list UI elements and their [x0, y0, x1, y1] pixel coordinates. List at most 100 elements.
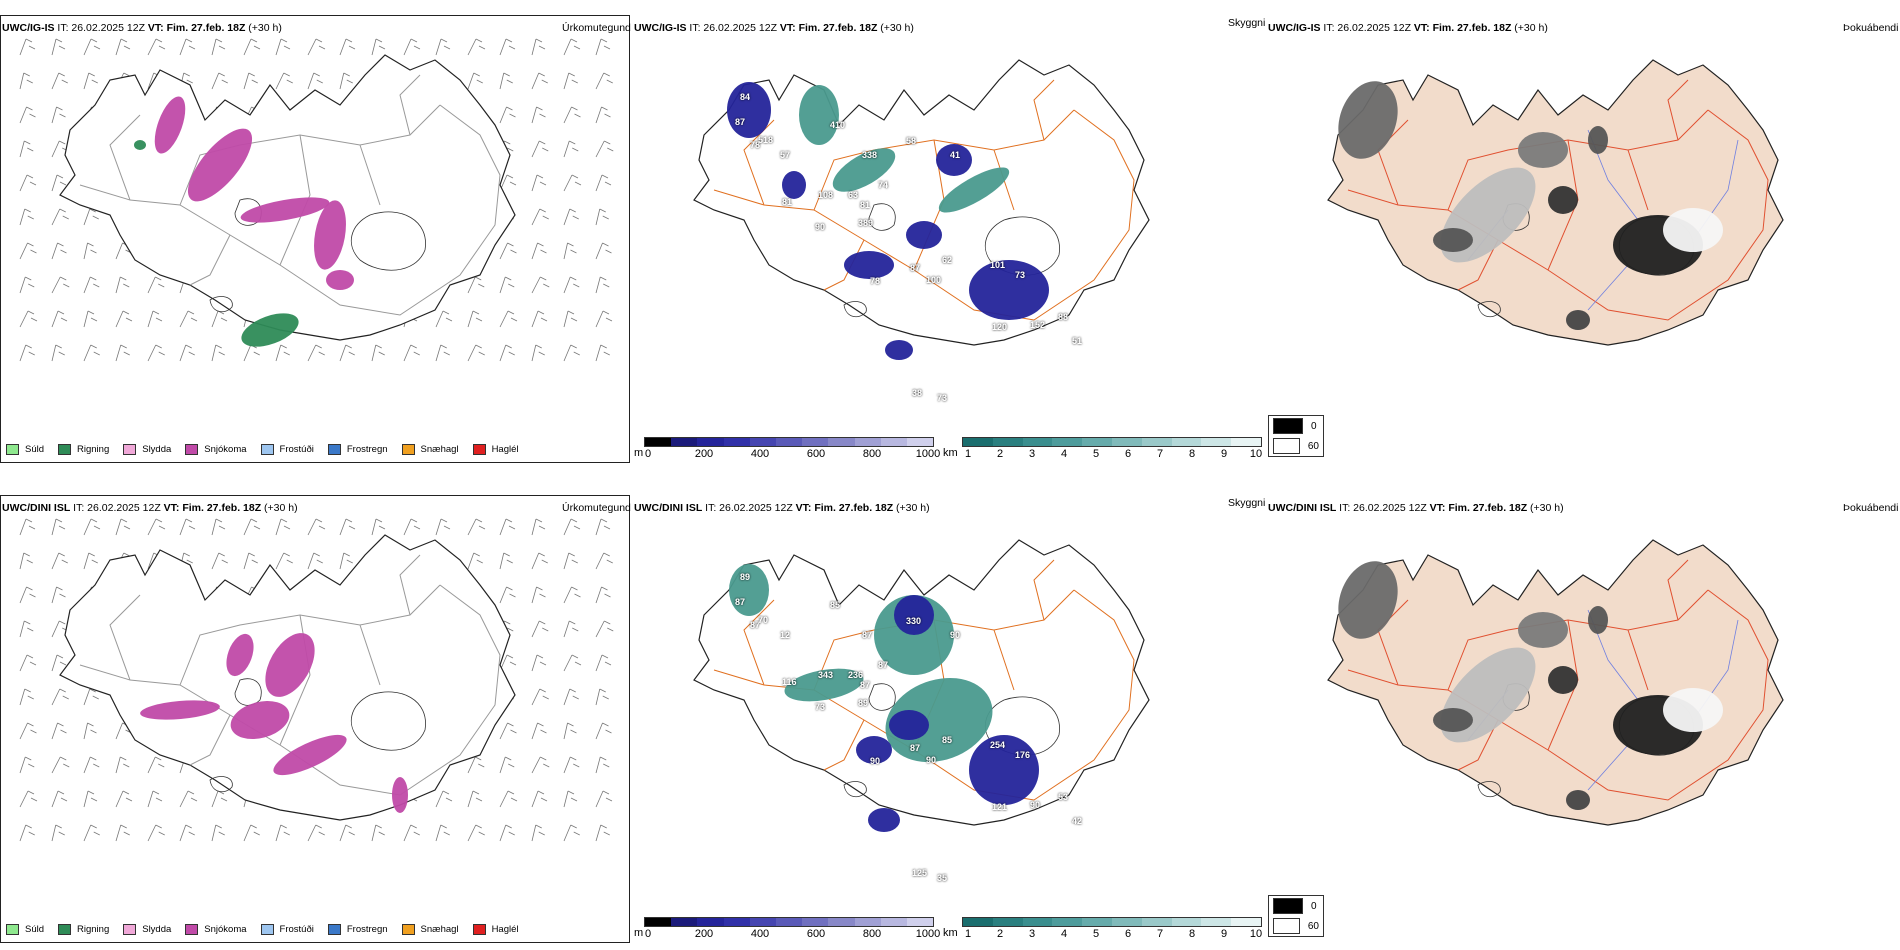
precip-legend-item: Snjókoma: [185, 444, 247, 455]
colorbar-cell: [697, 918, 724, 926]
colorbar-cell: [992, 438, 1023, 446]
road: [189, 234, 231, 286]
river: [1587, 744, 1629, 791]
colorbar-cell: [1171, 438, 1202, 446]
iceland-map: [693, 539, 1150, 832]
legend-swatch: [58, 444, 72, 455]
fog-index-area: [1433, 228, 1473, 252]
colorbar-cell: [671, 918, 698, 926]
wind-barb: [339, 518, 356, 536]
wind-barb: [467, 824, 485, 842]
wind-barb: [563, 310, 578, 328]
colorbar-tick: 600: [806, 928, 826, 940]
wind-barb: [531, 790, 548, 808]
wind-barb: [531, 722, 547, 740]
wind-barb: [595, 174, 612, 192]
wind-barb: [83, 722, 97, 740]
wind-barb: [19, 208, 34, 226]
cloud-base-value: 87: [735, 117, 746, 127]
wind-barb: [115, 824, 130, 842]
wind-barb: [275, 824, 290, 842]
legend-swatch: [472, 924, 486, 935]
colorbar-cell: [671, 438, 698, 446]
cloud-area: [969, 260, 1049, 320]
precip-legend: Súld Rigning Slydda Snjókoma Frostúði Frostre…: [6, 924, 533, 935]
vis-header-top: UWC/IG-IS IT: 26.02.2025 12Z VT: Fim. 27…: [634, 22, 914, 34]
road: [743, 599, 775, 686]
wind-barb: [531, 518, 546, 536]
cloud-base-value: 410: [830, 120, 846, 130]
wind-barb: [19, 72, 33, 90]
cloud-base-value: 85: [830, 600, 841, 610]
wind-barb: [467, 72, 483, 90]
precip-header-bottom: UWC/DINI ISL IT: 26.02.2025 12Z VT: Fim.…: [2, 502, 298, 514]
wind-barb: [595, 242, 612, 260]
fog-index-area: [1663, 208, 1723, 252]
cloud-base-value: 35: [937, 873, 948, 883]
cloud-area: [936, 144, 972, 176]
wind-barb: [563, 174, 582, 192]
legend-swatch: [260, 444, 274, 455]
colorbar-tick: 200: [694, 448, 714, 460]
fog-header-bottom: UWC/DINI ISL IT: 26.02.2025 12Z VT: Fim.…: [1268, 502, 1564, 514]
colorbar-cell: [749, 918, 776, 926]
wind-barb: [531, 586, 546, 604]
colorbar-tick: 2: [996, 928, 1004, 940]
fog-map-bottom: [1327, 539, 1784, 826]
precip-legend-item: Haglél: [472, 924, 519, 935]
wind-barb: [83, 790, 98, 808]
cloud-area: [889, 710, 929, 740]
cloud-area: [894, 595, 934, 635]
precip-panel-top: Súld Rigning Slydda Snjókoma Frostúði Frostre…: [0, 15, 632, 463]
legend-swatch: [327, 924, 341, 935]
fog-legend-swatch: [1273, 918, 1300, 934]
legend-label: Haglél: [491, 444, 519, 455]
fog-header-top: UWC/IG-IS IT: 26.02.2025 12Z VT: Fim. 27…: [1268, 22, 1548, 34]
cloud-base-value: 85: [942, 735, 953, 745]
cloud-base-bar-top: 0 200 400 600 800 1000: [644, 437, 940, 462]
coastline: [693, 539, 1150, 826]
wind-barb: [19, 242, 37, 260]
cloud-base-value: 236: [848, 670, 864, 680]
wind-barb: [115, 276, 130, 294]
wind-barb: [339, 552, 353, 570]
fog-legend-bottom: 0 60: [1268, 895, 1324, 937]
wind-barb: [563, 208, 579, 226]
fog-index-area: [1338, 81, 1398, 159]
glacier-outline: [234, 678, 262, 706]
wind-barb: [435, 790, 453, 808]
wind-barb: [83, 756, 100, 774]
colorbar-cell: [1082, 918, 1112, 926]
vis-unit-top: km: [943, 447, 958, 459]
snow-area: [265, 633, 315, 697]
cloud-unit-top: m: [634, 447, 644, 459]
colorbar-cell: [1111, 918, 1142, 926]
road: [1667, 79, 1689, 141]
wind-barb: [499, 824, 515, 842]
legend-swatch: [6, 444, 19, 455]
legend-label: Frostúði: [279, 444, 314, 455]
snow-area: [392, 777, 408, 813]
wind-barb: [147, 518, 166, 536]
colorbar-cell: [1231, 438, 1261, 446]
colorbar-tick: 800: [862, 448, 882, 460]
fog-index-area: [1566, 310, 1590, 330]
cloud-base-value: 389: [858, 218, 874, 228]
colorbar-cell: [854, 438, 881, 446]
wind-barb: [275, 552, 293, 570]
colorbar-tick: 9: [1220, 448, 1228, 460]
wind-barb: [339, 38, 356, 56]
colorbar-cell: [854, 918, 881, 926]
wind-barb: [371, 344, 385, 362]
wind-barb: [179, 38, 196, 56]
iceland-map: [1327, 59, 1784, 346]
wind-barb: [563, 276, 580, 294]
precip-legend-item: Snjókoma: [185, 924, 247, 935]
cloud-base-value: 41: [950, 150, 961, 160]
wind-barb: [19, 276, 35, 294]
colorbar-tick: 3: [1028, 448, 1036, 460]
wind-barb: [51, 518, 66, 536]
wind-barb: [147, 276, 165, 294]
wind-barb: [531, 276, 550, 294]
colorbar-cell: [802, 438, 829, 446]
